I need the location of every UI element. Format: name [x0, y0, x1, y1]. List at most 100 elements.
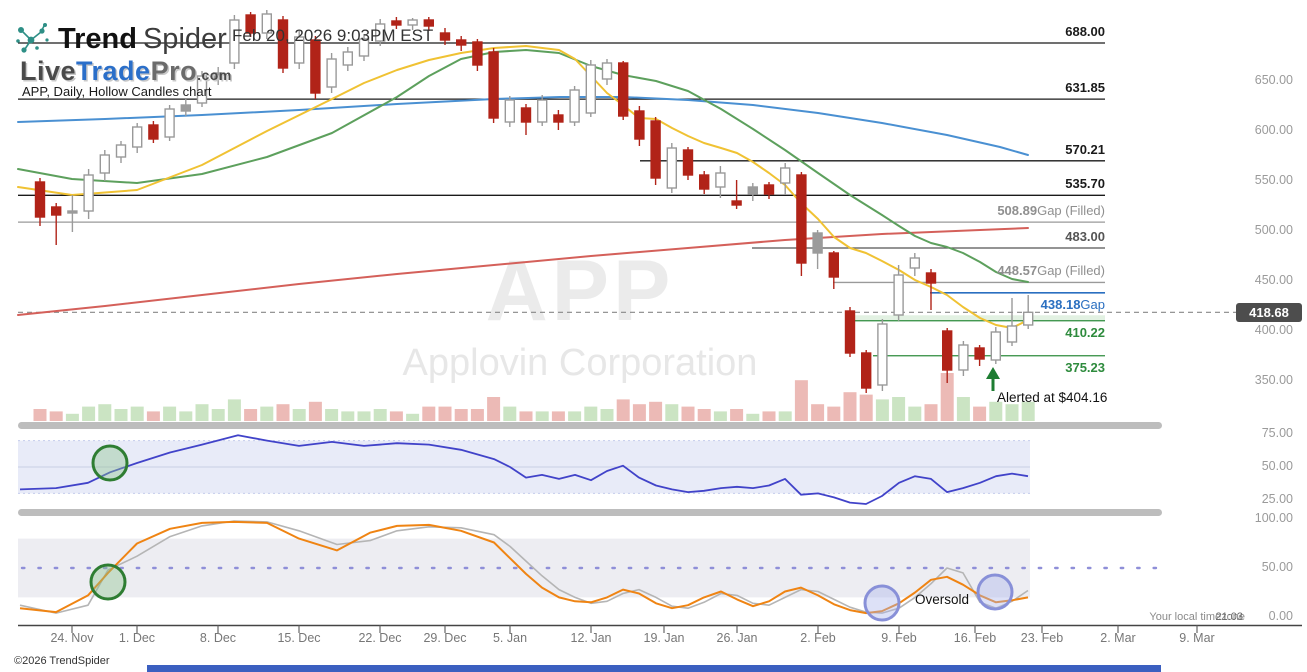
time-axis-label: 2. Feb [800, 631, 836, 645]
volume-bar [503, 406, 517, 421]
candle-body [131, 126, 143, 148]
level-label-688.00[interactable]: 688.00 [1065, 24, 1105, 39]
candle-body [699, 174, 710, 190]
price-axis-label: 400.00 [1254, 323, 1293, 337]
time-axis-label: 12. Jan [570, 631, 612, 645]
time-axis-label: 26. Jan [716, 631, 758, 645]
volume-bar [892, 397, 906, 421]
volume-bar [82, 406, 96, 421]
bottom-blue-bar [147, 665, 1161, 672]
volume-bar [746, 413, 760, 421]
level-label-410.22[interactable]: 410.22 [1065, 324, 1105, 340]
price-axis-label: 600.00 [1254, 123, 1293, 137]
candle-body [537, 99, 548, 123]
chart-datetime: Feb 20, 2026 9:03PM EST [232, 26, 434, 45]
volume-bar [163, 406, 177, 421]
candle-body [569, 89, 580, 123]
chart-title: APP, Daily, Hollow Candles chart [22, 84, 212, 99]
volume-bar [616, 399, 630, 421]
oversold-annotation: Oversold [915, 592, 970, 607]
volume-bar [211, 409, 225, 421]
candle-body [245, 14, 256, 34]
level-label-483.00[interactable]: 483.00 [1065, 229, 1105, 244]
level-label-438.18[interactable]: 438.18Gap [1040, 296, 1105, 312]
volume-bar [406, 413, 420, 421]
candle-body [601, 62, 613, 80]
timezone-time-overlay: 21:03 [1215, 611, 1243, 623]
volume-bar [49, 411, 63, 421]
level-label-375.23[interactable]: 375.23 [1065, 359, 1105, 375]
volume-bar [470, 409, 484, 421]
level-label-448.57[interactable]: 448.57Gap (Filled) [997, 263, 1105, 279]
green-highlight-circle [91, 444, 129, 482]
level-label-535.70[interactable]: 535.70 [1065, 176, 1105, 192]
volume-bar [989, 401, 1003, 421]
subbrand-live: Live [20, 56, 77, 86]
volume-bar [875, 399, 889, 421]
candle-body [277, 19, 289, 69]
volume-bar [1005, 404, 1019, 421]
candle-body [715, 172, 726, 188]
price-axis-label: 450.00 [1254, 273, 1293, 287]
panel-separator-volume-rsi[interactable] [18, 422, 1162, 429]
brand-bold: Trend [58, 22, 137, 55]
candle-body [893, 274, 904, 316]
candle-body [634, 110, 645, 140]
candle-body [375, 23, 386, 42]
volume-bar [308, 401, 322, 421]
volume-bar [859, 394, 873, 421]
volume-bar [632, 404, 646, 421]
candle-body [99, 154, 111, 174]
candle-body [812, 232, 823, 254]
volume-bar [940, 373, 954, 421]
time-axis-label: 24. Nov [50, 631, 94, 645]
volume-bar [357, 411, 371, 421]
volume-bar [33, 409, 47, 421]
lavender-highlight-circle [863, 584, 901, 622]
candle-body [504, 99, 515, 123]
panel-separator-rsi-stoch[interactable] [18, 509, 1162, 516]
time-axis-label: 9. Mar [1179, 631, 1215, 645]
volume-bar [389, 411, 403, 421]
ma-line-yellow_fast [17, 45, 1029, 329]
level-label-570.21[interactable]: 570.21 [1065, 141, 1105, 157]
candle-body [520, 107, 532, 123]
time-axis-label: 19. Jan [643, 631, 685, 645]
alert-arrow-head [986, 367, 1000, 379]
level-zone [848, 315, 1105, 321]
lavender-highlight-circle [976, 573, 1014, 611]
rsi-line [19, 434, 1029, 505]
volume-bar [973, 406, 987, 421]
volume-bar [227, 399, 241, 421]
price-axis-label: 75.00 [1261, 426, 1293, 440]
candle-body [974, 347, 985, 360]
level-label-631.85[interactable]: 631.85 [1065, 80, 1105, 96]
price-axis-label: 100.00 [1254, 511, 1293, 525]
time-axis-label: 16. Feb [953, 631, 997, 645]
candle-body [553, 114, 564, 123]
volume-bar [98, 404, 112, 421]
candle-body [828, 252, 839, 278]
candle-body [358, 38, 370, 57]
volume-bar [600, 409, 614, 421]
candle-body [423, 19, 434, 27]
alert-annotation: Alerted at $404.16 [997, 390, 1108, 405]
ma-line-green_mid [17, 49, 1029, 283]
volume-bar [827, 406, 841, 421]
level-label-508.89[interactable]: 508.89Gap (Filled) [997, 203, 1105, 219]
candle-body [650, 120, 661, 179]
time-axis-label: 29. Dec [423, 631, 467, 645]
volume-bar [713, 411, 727, 421]
price-axis-label: 500.00 [1254, 223, 1293, 237]
price-axis-label: 550.00 [1254, 173, 1293, 187]
price-axis-label: 650.00 [1254, 73, 1293, 87]
volume-bar [843, 392, 857, 421]
volume-bar [65, 413, 79, 421]
volume-bar [341, 411, 355, 421]
price-axis-label: 50.00 [1261, 459, 1293, 473]
ma-line-red_200 [17, 227, 1029, 316]
volume-bar [794, 380, 808, 421]
candle-body [83, 174, 94, 212]
